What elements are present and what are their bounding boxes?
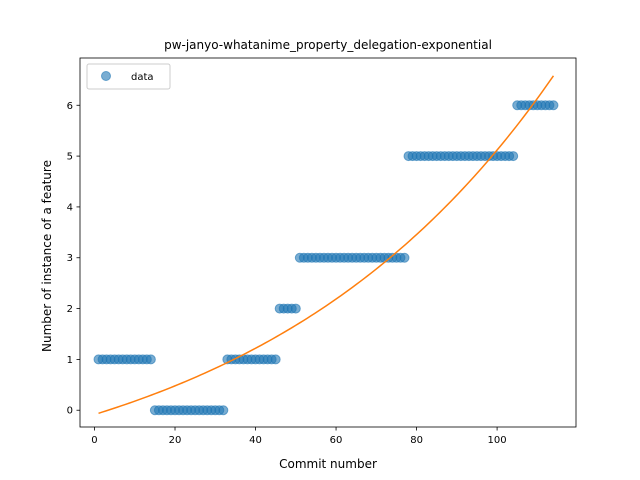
legend-box [86, 63, 171, 90]
x-tick-label: 100 [488, 435, 507, 446]
y-axis-label: Number of instance of a feature [40, 160, 54, 352]
data-point [218, 405, 229, 416]
data-point [548, 100, 559, 111]
legend-marker-data [101, 71, 111, 81]
fit-line [98, 75, 555, 414]
legend-label-data: data [131, 72, 154, 83]
y-tick-label: 3 [67, 253, 73, 264]
x-axis-label: Commit number [279, 457, 377, 471]
x-tick-label: 20 [169, 435, 182, 446]
legend: data [86, 63, 171, 90]
data-point [508, 151, 519, 162]
data-point [290, 303, 301, 314]
y-tick-label: 0 [67, 406, 73, 417]
data-point [145, 354, 156, 365]
x-axis: 0 20 40 60 80 100 [91, 427, 507, 446]
plot-area [79, 57, 577, 428]
y-tick-label: 5 [67, 152, 73, 163]
x-tick-label: 0 [91, 435, 97, 446]
data-point [399, 252, 410, 263]
y-tick-label: 2 [67, 304, 73, 315]
x-tick-label: 60 [330, 435, 343, 446]
x-tick-label: 40 [249, 435, 262, 446]
y-axis: 0 1 2 3 4 5 6 [67, 101, 80, 417]
y-tick-label: 1 [67, 355, 73, 366]
chart-title: pw-janyo-whatanime_property_delegation-e… [164, 38, 492, 52]
x-tick-label: 80 [410, 435, 423, 446]
data-point [270, 354, 281, 365]
y-tick-label: 4 [67, 202, 73, 213]
y-tick-label: 6 [67, 101, 73, 112]
